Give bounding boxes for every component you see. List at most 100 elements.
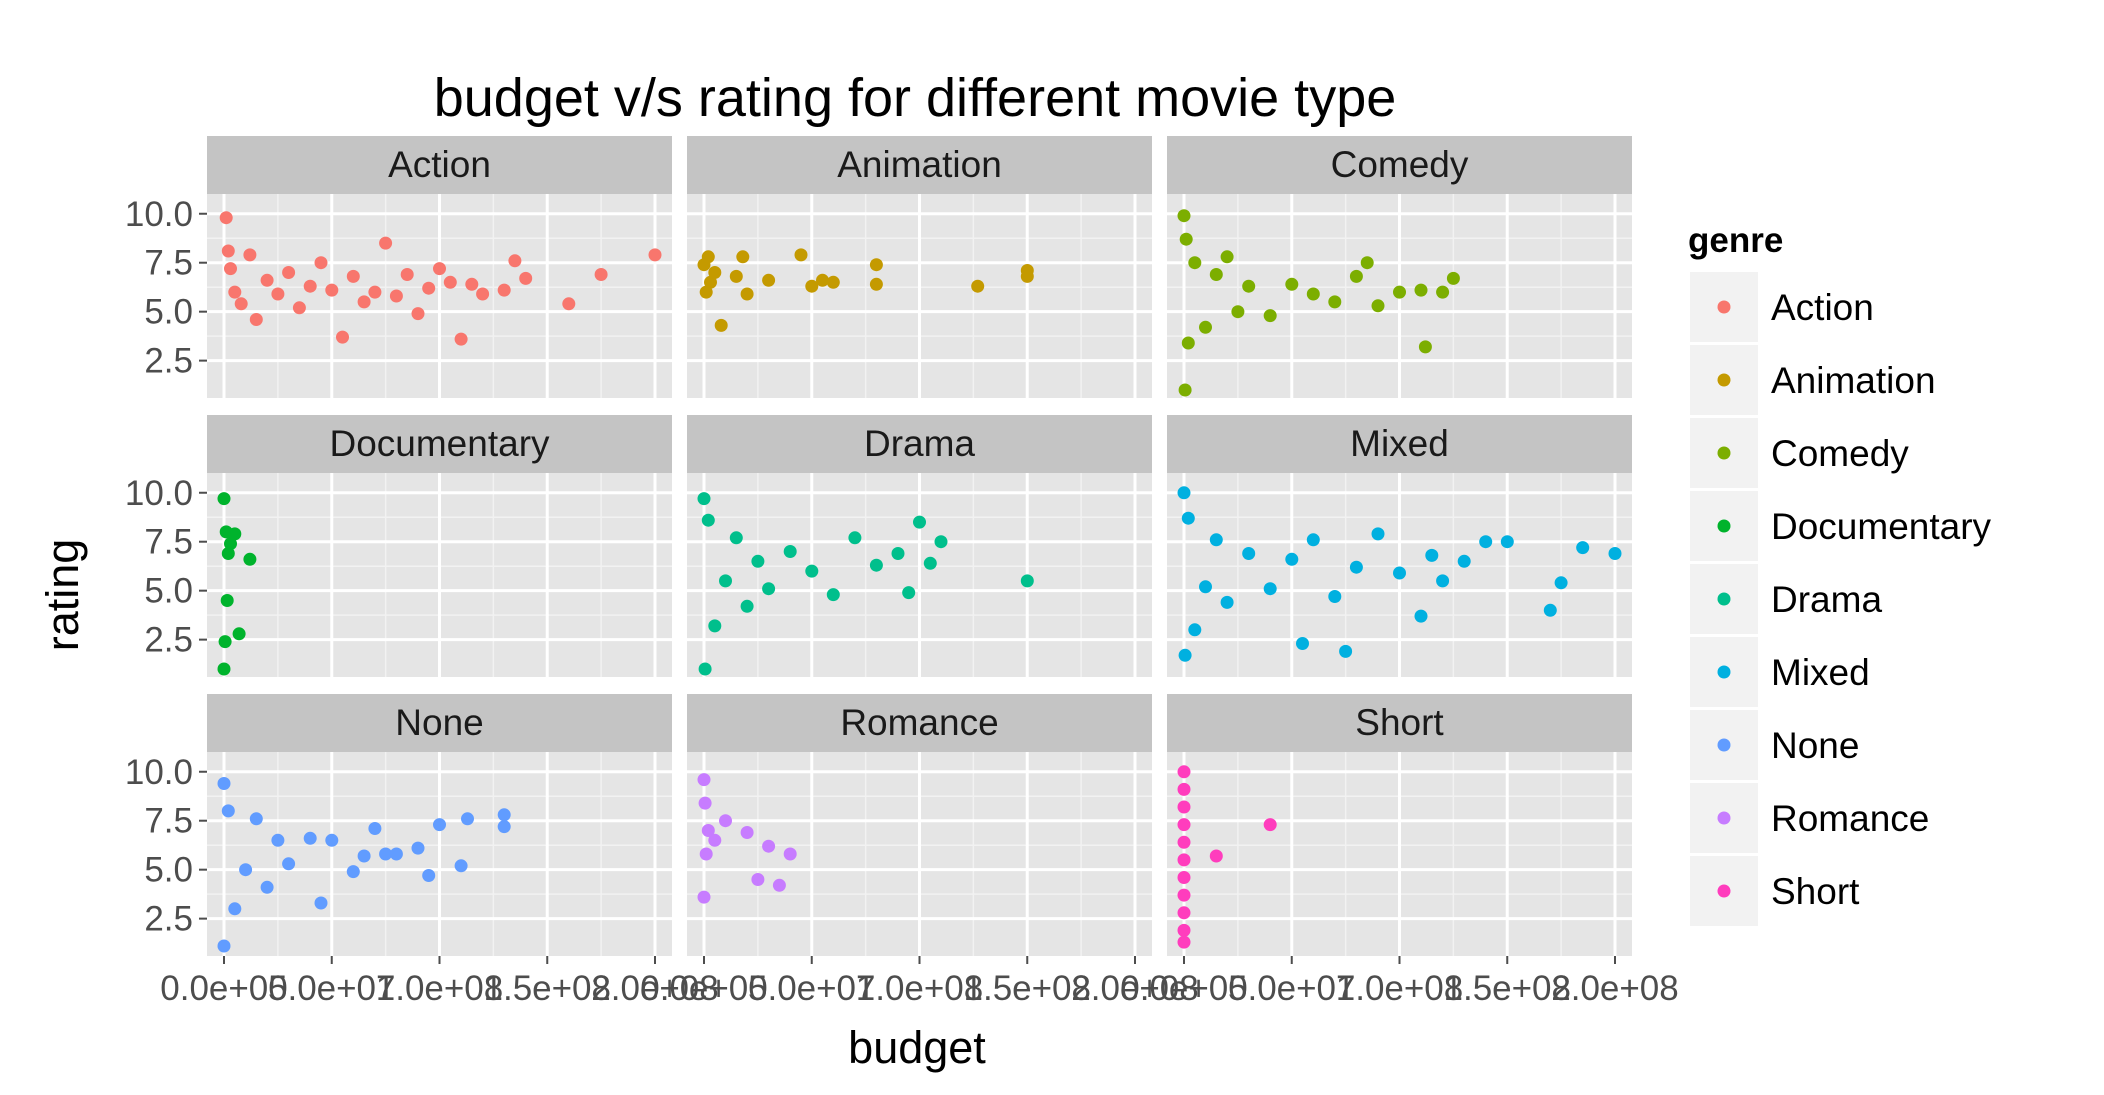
data-point-romance — [719, 814, 732, 828]
data-point-action — [562, 297, 576, 311]
data-point-mixed — [1177, 486, 1191, 500]
facet-none: None 2.5 5.0 7.5 10.0 0.0e+005.0e+071.0e+081.… — [125, 694, 719, 1008]
facet-romance: Romance 0.0e+005.0e+071.0e+081.5e+082.0e+… — [640, 694, 1199, 1008]
facet-strip-label: Drama — [864, 423, 975, 464]
data-point-romance — [783, 847, 797, 861]
facet-strip — [207, 694, 672, 752]
facet-panels: Action 2.5 5.0 7.5 10.0 Animation Comedy Docume… — [125, 136, 1679, 1008]
data-point-drama — [729, 531, 743, 545]
facet-strip-label: Romance — [840, 702, 998, 743]
data-point-action — [379, 236, 393, 250]
data-point-comedy — [1306, 287, 1320, 301]
x-axis-title: budget — [848, 1022, 986, 1073]
data-point-romance — [701, 824, 715, 837]
data-point-mixed — [1178, 648, 1192, 662]
data-point-short — [1263, 818, 1277, 832]
data-point-drama — [913, 515, 926, 529]
y-axis-title: rating — [37, 539, 88, 652]
data-point-action — [224, 262, 237, 276]
y-tick-label: 7.5 — [144, 523, 193, 562]
data-point-action — [389, 289, 403, 303]
data-point-none — [346, 865, 360, 879]
data-point-animation — [729, 269, 743, 283]
facet-strip-label: Mixed — [1350, 423, 1449, 464]
data-point-mixed — [1425, 548, 1439, 562]
data-point-animation — [1020, 264, 1034, 277]
legend-label: Comedy — [1771, 433, 1909, 474]
data-point-short — [1177, 800, 1191, 814]
facet-strip-label: Animation — [837, 144, 1002, 185]
data-point-comedy — [1436, 285, 1450, 299]
legend-item-documentary: Documentary — [1690, 491, 1992, 561]
data-point-drama — [891, 547, 905, 560]
data-point-mixed — [1209, 533, 1223, 547]
data-point-none — [379, 847, 393, 861]
facet-comedy: Comedy — [1167, 136, 1632, 398]
data-point-mixed — [1436, 574, 1450, 588]
x-tick-label: 0.0e+00 — [640, 969, 768, 1008]
data-point-romance — [697, 773, 711, 787]
data-point-mixed — [1554, 576, 1568, 590]
data-point-romance — [762, 839, 776, 853]
data-point-none — [325, 833, 339, 847]
data-point-action — [422, 281, 436, 295]
data-point-short — [1209, 849, 1223, 863]
legend-item-animation: Animation — [1690, 345, 1936, 415]
facet-animation: Animation — [687, 136, 1152, 398]
data-point-mixed — [1371, 527, 1385, 541]
data-point-animation — [740, 287, 754, 301]
data-point-mixed — [1479, 535, 1493, 549]
data-point-action — [303, 279, 317, 293]
data-point-documentary — [220, 594, 234, 607]
facet-strip — [687, 694, 1152, 752]
data-point-comedy — [1349, 269, 1363, 283]
x-tick-label: 2.0e+08 — [1551, 969, 1679, 1008]
data-point-short — [1177, 765, 1191, 779]
data-point-action — [221, 244, 235, 258]
data-point-comedy — [1446, 271, 1460, 285]
data-point-drama — [783, 545, 797, 558]
data-point-comedy — [1263, 309, 1277, 323]
data-point-none — [221, 804, 235, 818]
data-point-action — [508, 254, 522, 268]
data-point-documentary — [232, 627, 246, 641]
y-tick-label: 10.0 — [125, 195, 193, 234]
data-point-animation — [826, 275, 840, 289]
data-point-short — [1177, 923, 1191, 937]
x-tick-label: 5.0e+07 — [748, 969, 876, 1008]
x-tick-label: 1.0e+08 — [856, 969, 984, 1008]
legend-key-point — [1717, 592, 1731, 606]
data-point-action — [234, 297, 248, 311]
data-point-action — [336, 330, 349, 344]
x-tick-label: 1.0e+08 — [376, 969, 504, 1008]
x-tick-label: 1.5e+08 — [484, 969, 612, 1008]
data-point-romance — [697, 890, 711, 904]
data-point-short — [1177, 853, 1191, 867]
x-tick-label: 2.0e+08 — [591, 969, 719, 1008]
data-point-mixed — [1306, 533, 1320, 547]
facet-strip — [1167, 415, 1632, 473]
data-point-mixed — [1457, 554, 1471, 568]
data-point-none — [228, 902, 242, 916]
data-point-short — [1177, 906, 1191, 920]
legend-title: genre — [1688, 221, 1783, 260]
data-point-none — [368, 822, 382, 835]
data-point-documentary — [217, 492, 231, 506]
data-point-action — [465, 277, 479, 291]
legend-key-point — [1717, 665, 1731, 679]
data-point-mixed — [1543, 603, 1557, 617]
data-point-action — [594, 268, 608, 281]
data-point-mixed — [1220, 595, 1234, 609]
data-point-none — [271, 833, 285, 847]
data-point-romance — [698, 796, 712, 810]
legend-key-point — [1717, 811, 1731, 825]
data-point-none — [497, 808, 511, 822]
data-point-comedy — [1328, 295, 1342, 309]
data-point-action — [260, 273, 274, 287]
data-point-drama — [848, 531, 862, 545]
data-point-comedy — [1360, 256, 1374, 270]
data-point-mixed — [1242, 547, 1256, 560]
data-point-documentary — [228, 527, 242, 541]
data-point-mixed — [1296, 637, 1309, 650]
